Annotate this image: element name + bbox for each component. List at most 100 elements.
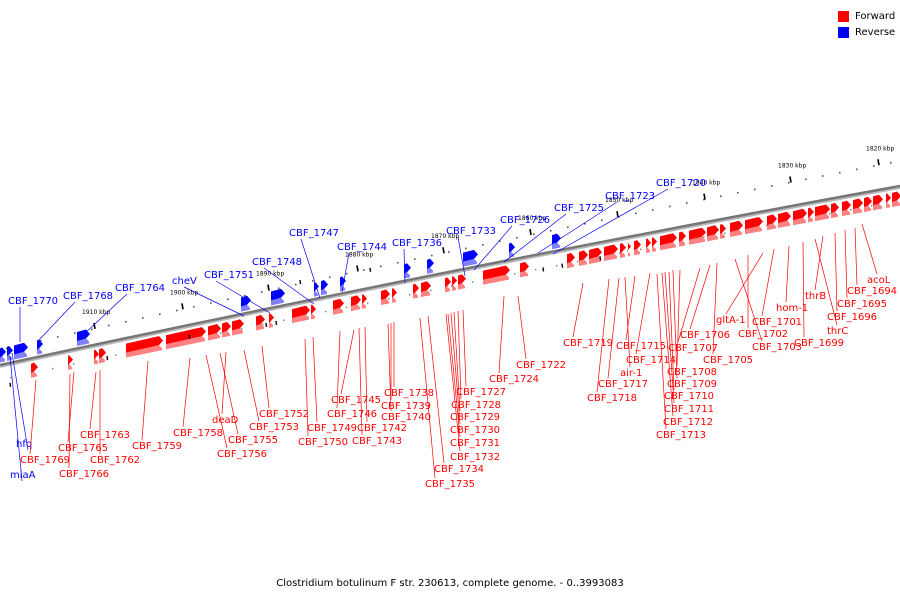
forward-gene	[256, 314, 265, 326]
reverse-gene-label: CBF_1748	[252, 257, 302, 268]
inner-scale-dot	[346, 306, 348, 309]
forward-leader-line	[814, 238, 838, 326]
forward-gene	[646, 238, 651, 248]
genome-caption: Clostridium botulinum F str. 230613, com…	[276, 578, 624, 589]
reverse-gene-shade	[7, 354, 12, 361]
scale-dot	[652, 209, 654, 211]
forward-gene-shade	[99, 357, 105, 364]
forward-gene-label: CBF_1710	[664, 391, 714, 402]
scale-dot	[108, 324, 110, 327]
scale-tick-label: 1890 kbp	[256, 271, 284, 278]
forward-gene-shade	[208, 332, 220, 341]
reverse-leader-line	[457, 236, 466, 277]
forward-gene	[745, 216, 763, 230]
forward-gene-label: CBF_1743	[352, 436, 402, 447]
forward-gene	[579, 250, 588, 261]
forward-leader-line	[364, 326, 368, 423]
forward-gene	[634, 240, 641, 251]
scale-dot	[516, 236, 518, 239]
forward-gene-label: CBF_1696	[827, 312, 877, 323]
backbone-line	[0, 184, 900, 367]
forward-leader-line	[219, 352, 239, 435]
forward-gene-label: CBF_1708	[667, 367, 717, 378]
forward-gene-shade	[381, 298, 389, 306]
forward-leader-line	[447, 313, 461, 438]
scale-dot	[737, 192, 739, 194]
reverse-gene-label: hfq	[16, 439, 32, 450]
scale-dot	[550, 229, 552, 232]
forward-gene-label: CBF_1706	[680, 330, 730, 341]
gene-tick	[9, 382, 12, 387]
scale-dot	[465, 247, 467, 250]
reverse-leader-line	[300, 238, 321, 299]
forward-gene-label: deaD	[212, 415, 239, 426]
scale-dot	[482, 244, 484, 246]
forward-gene-shade	[634, 249, 640, 256]
forward-leader-line	[387, 323, 392, 412]
forward-gene-label: CBF_1759	[132, 441, 182, 452]
forward-gene-label: CBF_1724	[489, 374, 539, 385]
scale-dot	[567, 226, 569, 229]
forward-leader-line	[607, 277, 620, 379]
scale-dot	[856, 168, 858, 171]
gene-tick	[561, 263, 564, 268]
forward-gene-shade	[853, 207, 862, 215]
forward-gene-label: CBF_1717	[598, 379, 648, 390]
forward-gene	[652, 237, 657, 247]
scale-dot	[431, 254, 433, 257]
forward-gene-shade	[778, 220, 790, 229]
inner-scale-dot	[430, 289, 432, 292]
scale-dot	[414, 258, 416, 260]
forward-gene-shade	[311, 313, 315, 320]
scale-dot	[380, 265, 382, 268]
inner-scale-dot	[514, 273, 516, 275]
forward-gene-label: CBF_1712	[663, 417, 713, 428]
forward-leader-line	[445, 313, 461, 452]
forward-gene-label: CBF_1755	[228, 435, 278, 446]
forward-gene-label: CBF_1739	[381, 401, 431, 412]
forward-gene	[99, 348, 106, 359]
inner-scale-dot	[283, 319, 285, 321]
forward-gene-shade	[808, 216, 813, 223]
forward-gene	[689, 227, 706, 240]
forward-gene	[778, 211, 791, 224]
inner-scale-dot	[367, 302, 369, 304]
reverse-leader-line	[38, 301, 76, 341]
forward-gene-label: CBF_1763	[80, 430, 130, 441]
reverse-leader-line	[263, 267, 315, 305]
forward-gene	[873, 194, 883, 206]
inner-scale-dot	[766, 224, 768, 227]
forward-gene-shade	[458, 283, 465, 290]
forward-gene	[333, 298, 344, 310]
forward-gene	[831, 202, 839, 214]
scale-tick	[877, 159, 880, 166]
scale-dot	[805, 178, 807, 181]
scale-tick-label: 1900 kbp	[170, 289, 198, 296]
forward-gene-label: CBF_1694	[847, 286, 897, 297]
reverse-gene-label: CBF_1723	[605, 191, 655, 202]
scale-dot	[788, 181, 790, 184]
reverse-gene-label: CBF_1747	[289, 228, 339, 239]
reverse-gene	[271, 288, 285, 301]
forward-gene-shade	[232, 328, 243, 336]
forward-leader-line	[624, 276, 631, 368]
forward-gene-label: CBF_1762	[90, 455, 140, 466]
forward-gene	[720, 223, 726, 234]
reverse-gene	[77, 329, 90, 342]
forward-gene-label: CBF_1753	[249, 422, 299, 433]
forward-gene-label: CBF_1731	[450, 438, 500, 449]
inner-scale-dot	[724, 232, 726, 235]
scale-dot	[346, 272, 348, 275]
forward-leader-line	[517, 295, 527, 360]
reverse-leader-line	[473, 225, 513, 271]
reverse-leader-line	[503, 213, 567, 263]
gene-tick	[265, 322, 268, 328]
forward-gene-shade	[452, 285, 456, 291]
forward-leader-line	[668, 271, 675, 391]
forward-gene	[458, 274, 466, 285]
forward-gene-shade	[362, 303, 366, 309]
reverse-gene-label: CBF_1720	[656, 178, 706, 189]
forward-gene-shade	[68, 364, 72, 370]
forward-gene-label: CBF_1727	[456, 387, 506, 398]
